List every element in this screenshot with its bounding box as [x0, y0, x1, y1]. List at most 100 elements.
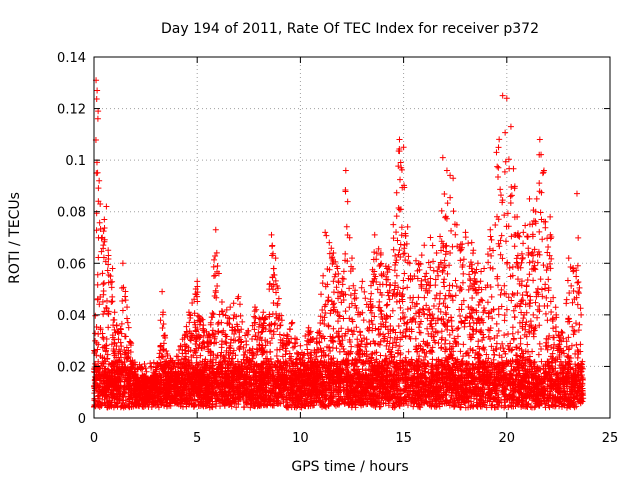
data-point [495, 173, 502, 180]
data-point [520, 315, 527, 322]
data-point [236, 301, 243, 308]
data-point [157, 317, 164, 324]
data-point [455, 324, 462, 331]
data-point [539, 236, 546, 243]
data-point [495, 144, 502, 151]
data-point [400, 285, 407, 292]
data-point [535, 351, 542, 358]
data-point [499, 199, 506, 206]
data-point [397, 304, 404, 311]
data-point [406, 333, 413, 340]
data-point [343, 223, 350, 230]
data-point [423, 270, 430, 277]
data-point [325, 352, 332, 359]
data-point [457, 348, 464, 355]
data-point [119, 298, 126, 305]
data-point [269, 286, 276, 293]
data-point [575, 288, 582, 295]
data-point [441, 276, 448, 283]
data-point [505, 331, 512, 338]
data-point [491, 351, 498, 358]
data-point [377, 289, 384, 296]
data-point [530, 277, 537, 284]
data-point [503, 306, 510, 313]
data-point [390, 235, 397, 242]
data-point [458, 319, 465, 326]
data-point [347, 292, 354, 299]
data-point [508, 347, 515, 354]
data-point [469, 295, 476, 302]
data-point [515, 329, 522, 336]
data-point [362, 343, 369, 350]
data-point [160, 320, 167, 327]
data-point [487, 233, 494, 240]
data-point [111, 316, 118, 323]
data-point [274, 302, 281, 309]
data-point [218, 319, 225, 326]
data-point [368, 290, 375, 297]
data-point [441, 340, 448, 347]
data-point [322, 351, 329, 358]
data-point [276, 331, 283, 338]
data-point [335, 312, 342, 319]
data-point [105, 324, 112, 331]
data-point [485, 310, 492, 317]
data-point [273, 353, 280, 360]
data-point [270, 250, 277, 257]
data-point [357, 332, 364, 339]
data-point [393, 298, 400, 305]
data-point [377, 352, 384, 359]
data-point [421, 294, 428, 301]
data-point [539, 170, 546, 177]
data-point [349, 331, 356, 338]
data-point [210, 263, 217, 270]
data-point [495, 305, 502, 312]
data-point [99, 298, 106, 305]
data-point [213, 294, 220, 301]
data-point [574, 279, 581, 286]
data-point [497, 186, 504, 193]
data-point [534, 314, 541, 321]
data-point [518, 259, 525, 266]
data-point [475, 302, 482, 309]
data-point [108, 298, 115, 305]
data-point [540, 262, 547, 269]
data-point [93, 210, 100, 217]
data-point [508, 233, 515, 240]
data-point [99, 270, 106, 277]
data-point [524, 292, 531, 299]
data-point [490, 247, 497, 254]
data-point [339, 275, 346, 282]
data-point [538, 151, 545, 158]
data-point [495, 311, 502, 318]
data-point [96, 219, 103, 226]
data-point [93, 95, 100, 102]
data-point [327, 310, 334, 317]
data-point [94, 281, 101, 288]
data-point [430, 303, 437, 310]
data-point [476, 345, 483, 352]
data-point [425, 259, 432, 266]
data-point [526, 329, 533, 336]
data-point [391, 286, 398, 293]
data-point [393, 229, 400, 236]
data-point [460, 341, 467, 348]
data-point [432, 282, 439, 289]
data-point [504, 260, 511, 267]
data-point [125, 324, 132, 331]
data-point [405, 253, 412, 260]
data-point [507, 200, 514, 207]
data-point [564, 277, 571, 284]
data-point [423, 302, 430, 309]
data-point [450, 208, 457, 215]
data-point [415, 324, 422, 331]
data-point [492, 222, 499, 229]
data-point [443, 311, 450, 318]
data-point [371, 313, 378, 320]
data-point [100, 228, 107, 235]
data-point [501, 332, 508, 339]
data-point [122, 288, 129, 295]
data-point [456, 287, 463, 294]
data-point [233, 404, 240, 411]
data-point [448, 227, 455, 234]
